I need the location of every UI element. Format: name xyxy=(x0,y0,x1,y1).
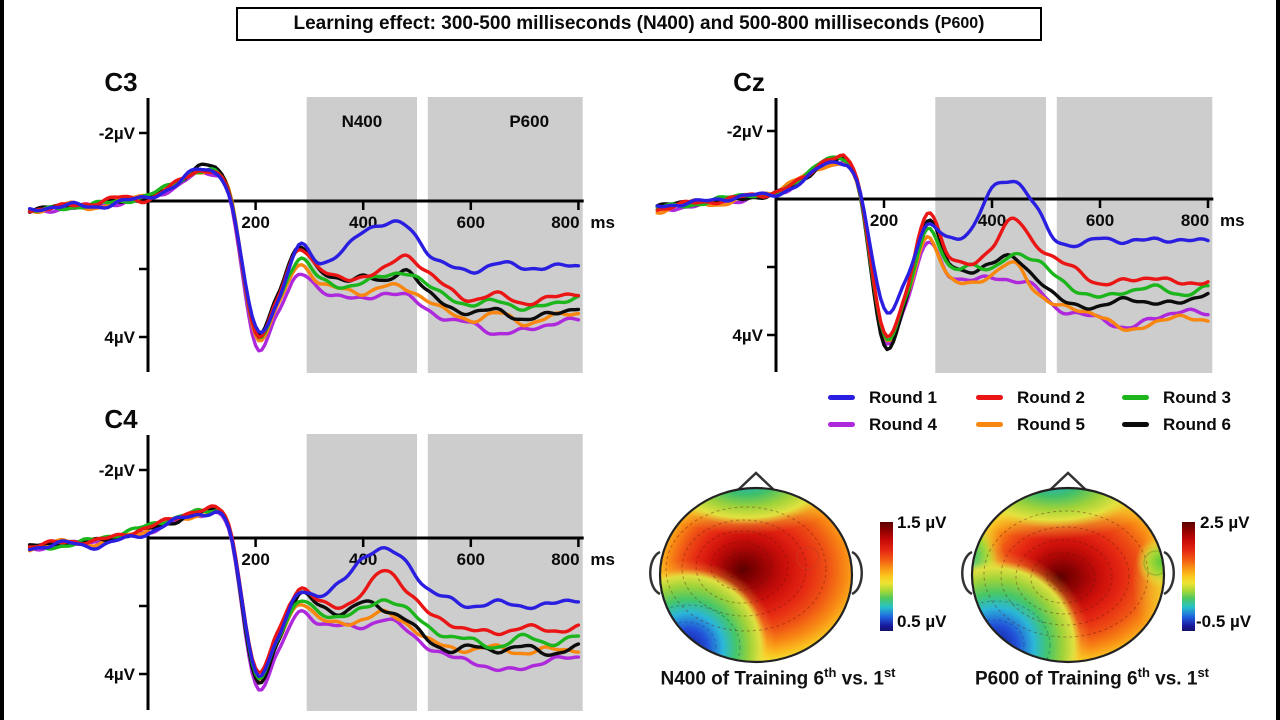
legend-swatch-4 xyxy=(828,421,855,428)
right-ear-outline xyxy=(1163,550,1175,596)
x-tick-label-800: 800 xyxy=(551,550,579,569)
erp-trace-c4-round-1 xyxy=(27,510,581,678)
figure-title-p600: P600 xyxy=(940,15,979,32)
axes-c4 xyxy=(146,435,584,710)
panel-title-c4: C4 xyxy=(104,404,138,434)
erp-trace-c4-round-2 xyxy=(27,504,581,675)
colorbar-n400-min-label: 0.5 µV xyxy=(897,612,947,631)
colorbar-p600 xyxy=(1182,522,1195,631)
topomap-p600-caption: P600 of Training 6th vs. 1st xyxy=(975,665,1209,690)
y-tick-label--2: -2µV xyxy=(727,122,764,141)
colorbar-p600-max-label: 2.5 µV xyxy=(1200,513,1250,532)
axes-cz xyxy=(774,98,1214,372)
topomap-n400 xyxy=(649,471,863,664)
analysis-window-label-p600: P600 xyxy=(509,112,549,131)
legend-label-5: Round 5 xyxy=(1017,414,1085,434)
y-tick-label--2: -2µV xyxy=(99,461,136,480)
y-tick-label-4: 4µV xyxy=(104,328,135,347)
legend-label-6: Round 6 xyxy=(1163,414,1231,434)
colorbar-n400-max-label: 1.5 µV xyxy=(897,513,947,532)
erp-trace-cz-round-1 xyxy=(655,160,1210,315)
colorbar-p600-min-label: -0.5 µV xyxy=(1196,612,1252,631)
legend-item-round-4: Round 4 xyxy=(828,411,976,438)
scalp-outline xyxy=(658,486,854,664)
legend-label-3: Round 3 xyxy=(1163,387,1231,407)
x-tick-label-200: 200 xyxy=(241,550,269,569)
analysis-window-band2-c4 xyxy=(427,434,583,711)
contour-lines xyxy=(983,510,1149,638)
legend-swatch-2 xyxy=(976,394,1003,401)
legend-label-4: Round 4 xyxy=(869,414,937,434)
legend-swatch-6 xyxy=(1122,421,1149,428)
left-ear-outline xyxy=(961,550,973,596)
right-contour-island xyxy=(1143,550,1164,576)
analysis-window-band1-c4 xyxy=(306,434,417,711)
x-tick-label-800: 800 xyxy=(551,213,579,232)
x-tick-label-600: 600 xyxy=(457,213,485,232)
figure-title-end: ) xyxy=(978,13,985,34)
x-tick-label-200: 200 xyxy=(241,213,269,232)
right-contour-island xyxy=(796,546,820,570)
right-border-strip xyxy=(1276,0,1280,720)
colorbar-n400 xyxy=(880,522,893,631)
figure-title-box: Learning effect: 300-500 milliseconds (N… xyxy=(236,7,1042,41)
y-tick-label--2: -2µV xyxy=(99,124,136,143)
legend-label-1: Round 1 xyxy=(869,387,937,407)
y-tick-label-4: 4µV xyxy=(732,326,763,345)
x-tick-label-400: 400 xyxy=(978,211,1006,230)
nose-outline xyxy=(737,471,775,491)
legend-swatch-5 xyxy=(976,421,1003,428)
x-tick-label-800: 800 xyxy=(1181,211,1209,230)
panel-title-c3: C3 xyxy=(104,67,137,97)
erp-trace-c3-round-2 xyxy=(27,169,581,339)
legend-item-round-6: Round 6 xyxy=(1122,411,1256,438)
panel-title-cz: Cz xyxy=(733,67,765,97)
analysis-window-label-n400: N400 xyxy=(342,112,383,131)
contour-lines xyxy=(665,506,827,632)
legend-item-round-2: Round 2 xyxy=(976,384,1122,411)
x-unit-label: ms xyxy=(590,550,615,569)
y-tick-label-4: 4µV xyxy=(104,665,135,684)
x-tick-label-600: 600 xyxy=(1086,211,1114,230)
left-ear-outline xyxy=(649,550,661,596)
legend-item-round-5: Round 5 xyxy=(976,411,1122,438)
scalp-outline xyxy=(970,486,1166,664)
axes-c3 xyxy=(146,98,584,372)
left-border-strip xyxy=(0,0,4,720)
x-tick-label-600: 600 xyxy=(457,550,485,569)
legend-swatch-1 xyxy=(828,394,855,401)
legend-swatch-3 xyxy=(1122,394,1149,401)
erp-trace-c3-round-1 xyxy=(27,167,581,335)
erp-trace-c3-round-4 xyxy=(27,169,581,353)
right-ear-outline xyxy=(851,550,863,596)
legend-item-round-1: Round 1 xyxy=(828,384,976,411)
cold-contour-lines xyxy=(660,604,741,662)
analysis-window-p600-c3 xyxy=(427,97,583,373)
analysis-window-band2-cz xyxy=(1056,97,1213,373)
figure-title-text: Learning effect: 300-500 milliseconds (N… xyxy=(293,13,941,34)
scalp-field-n400 xyxy=(660,488,852,662)
legend-label-2: Round 2 xyxy=(1017,387,1085,407)
x-tick-label-400: 400 xyxy=(349,213,377,232)
nose-outline xyxy=(1049,471,1087,491)
topomap-p600 xyxy=(961,471,1175,664)
x-unit-label: ms xyxy=(1220,211,1245,230)
legend-item-round-3: Round 3 xyxy=(1122,384,1256,411)
x-unit-label: ms xyxy=(590,213,615,232)
legend: Round 1 Round 2 Round 3 Round 4 Round 5 Round… xyxy=(828,384,1256,438)
topomap-n400-caption: N400 of Training 6th vs. 1st xyxy=(660,665,896,690)
scalp-field-p600 xyxy=(972,488,1164,662)
x-tick-label-200: 200 xyxy=(870,211,898,230)
erp-panel-cz: 200 400 600 800 ms -2µV 4µV Cz xyxy=(655,67,1245,373)
cold-contour-lines xyxy=(972,600,1051,662)
erp-panel-c3: N400 P600 200 400 600 800 ms -2µV 4µV C3 xyxy=(27,67,615,373)
